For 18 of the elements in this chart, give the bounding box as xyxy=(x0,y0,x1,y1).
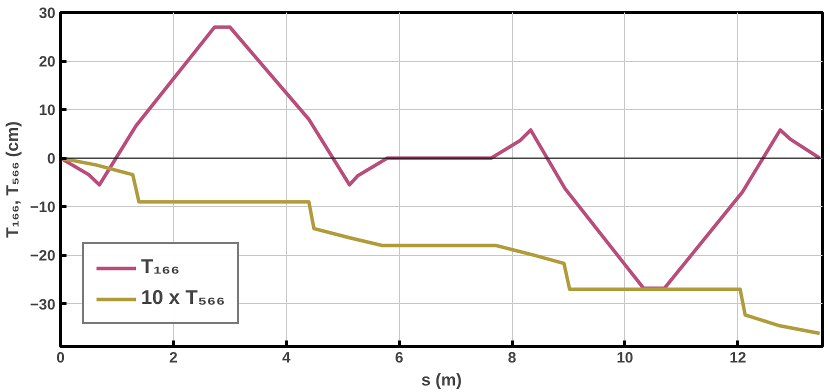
y-tick-label: 20 xyxy=(38,54,56,71)
y-tick-label: 0 xyxy=(47,150,56,168)
x-tick-label: 2 xyxy=(169,350,178,366)
y-tick-label: 10 xyxy=(38,102,56,120)
line-series xyxy=(60,156,822,336)
y-tick-label: −10 xyxy=(30,199,56,216)
x-tick-label: 10 xyxy=(616,350,634,366)
x-tick-label: 8 xyxy=(508,350,516,366)
x-tick-label: 6 xyxy=(394,350,404,366)
x-axis-title: s (m) xyxy=(421,370,462,390)
y-tick-label: −30 xyxy=(30,296,56,314)
legend-label: T₁₆₆ xyxy=(141,256,180,279)
x-tick-label: 12 xyxy=(729,350,746,366)
y-axis-title: T₁₆₆, T₅₆₆ (cm) xyxy=(3,121,22,238)
legend-label: 10 x T₅₆₆ xyxy=(141,287,226,310)
y-tick-label: 30 xyxy=(38,5,56,22)
y-tick-label: −20 xyxy=(30,248,56,265)
x-tick-label: 4 xyxy=(282,350,292,366)
